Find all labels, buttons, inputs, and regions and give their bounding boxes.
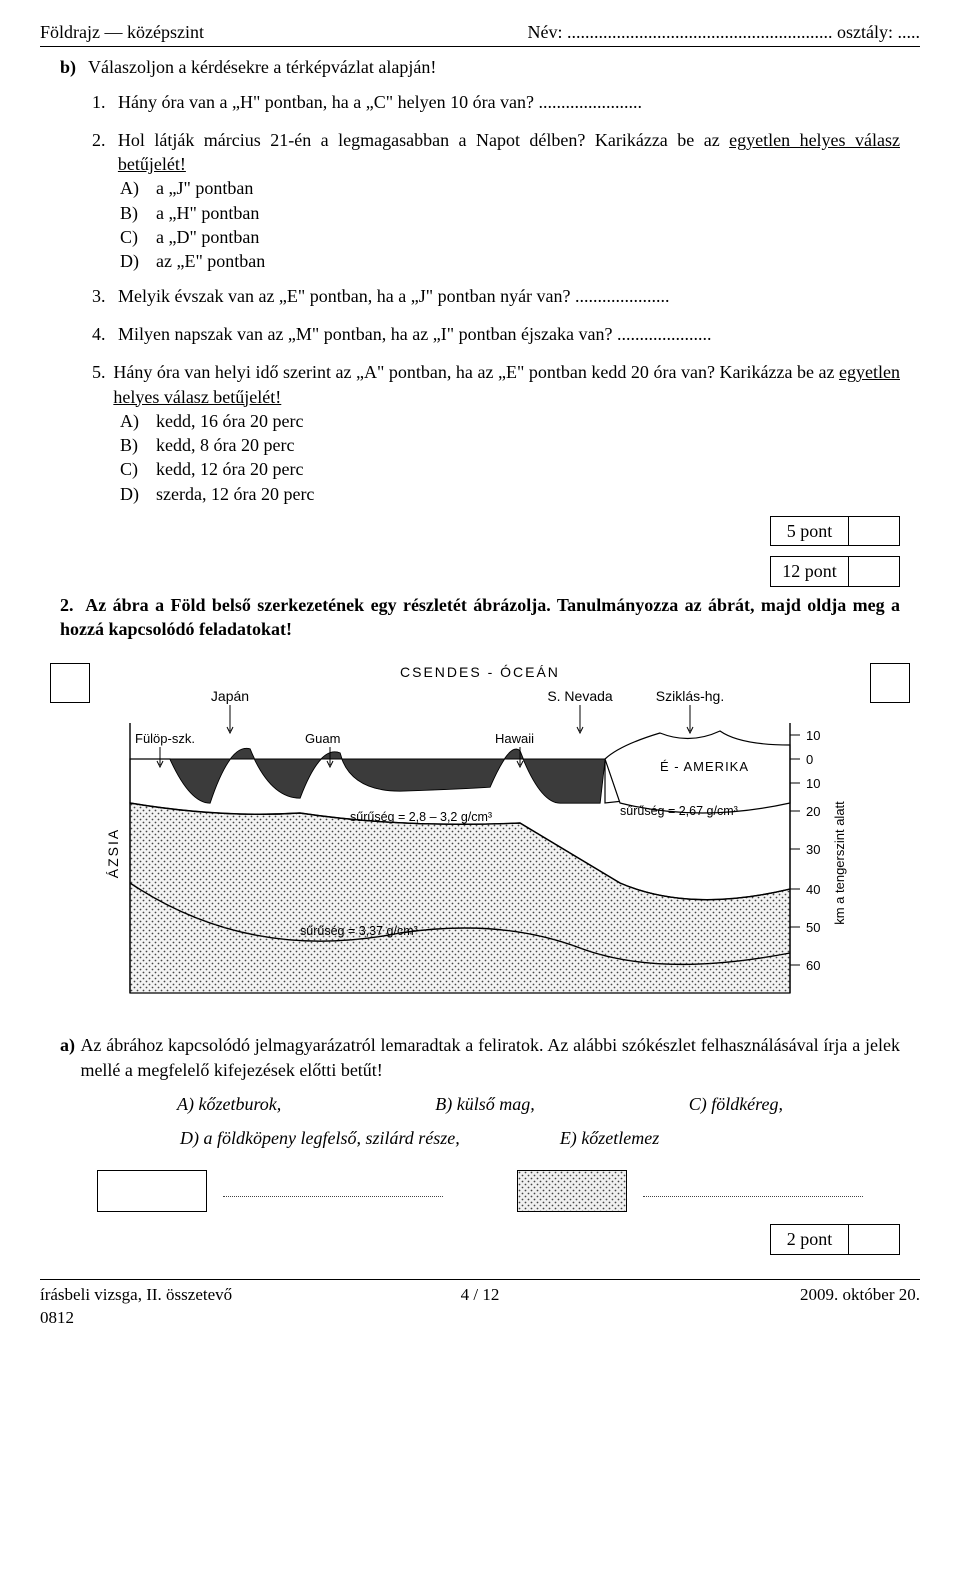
svg-text:10: 10 bbox=[806, 776, 820, 791]
q3-answer-dots[interactable]: ..................... bbox=[575, 286, 670, 306]
q5-opt-c[interactable]: C)kedd, 12 óra 20 perc bbox=[120, 457, 900, 481]
task2a-tag: a) bbox=[60, 1033, 80, 1082]
q3-text: Melyik évszak van az „E" pontban, ha a „… bbox=[118, 286, 571, 306]
q4-number: 4. bbox=[92, 322, 118, 346]
answer-box-left[interactable] bbox=[50, 663, 90, 703]
task2-num: 2. bbox=[60, 595, 74, 615]
footer-left-1: írásbeli vizsga, II. összetevő bbox=[40, 1284, 333, 1307]
section-b-text: Válaszoljon a kérdésekre a térképvázlat … bbox=[88, 55, 436, 79]
svg-text:Sziklás-hg.: Sziklás-hg. bbox=[656, 688, 724, 704]
legend-swatches bbox=[60, 1170, 900, 1212]
q5-number: 5. bbox=[92, 360, 113, 409]
svg-text:Fülöp-szk.: Fülöp-szk. bbox=[135, 731, 195, 746]
name-dots[interactable]: ........................................… bbox=[567, 22, 833, 42]
q5-opt-d[interactable]: D)szerda, 12 óra 20 perc bbox=[120, 482, 900, 506]
answer-box-right[interactable] bbox=[870, 663, 910, 703]
question-3: 3. Melyik évszak van az „E" pontban, ha … bbox=[92, 284, 900, 308]
footer-rule bbox=[40, 1279, 920, 1280]
legend-a: A) kőzetburok, bbox=[177, 1092, 281, 1116]
legend-e: E) kőzetlemez bbox=[560, 1126, 659, 1150]
name-label: Név: bbox=[528, 22, 563, 42]
question-5: 5. Hány óra van helyi idő szerint az „A"… bbox=[92, 360, 900, 409]
points-12-box: 12 pont bbox=[770, 556, 900, 586]
svg-text:50: 50 bbox=[806, 920, 820, 935]
q1-text: Hány óra van a „H" pontban, ha a „C" hel… bbox=[118, 92, 534, 112]
q5-text: Hány óra van helyi idő szerint az „A" po… bbox=[113, 362, 839, 382]
svg-text:10: 10 bbox=[806, 728, 820, 743]
task2a-text: Az ábrához kapcsolódó jelmagyarázatról l… bbox=[80, 1033, 900, 1082]
svg-text:sűrűség = 2,67 g/cm³: sűrűség = 2,67 g/cm³ bbox=[620, 804, 738, 818]
swatch-dotted-answer[interactable] bbox=[643, 1185, 863, 1197]
svg-text:Hawaii: Hawaii bbox=[495, 731, 534, 746]
svg-text:sűrűség = 3,37 g/cm³: sűrűség = 3,37 g/cm³ bbox=[300, 924, 418, 938]
swatch-dotted bbox=[517, 1170, 627, 1212]
q2-opt-c[interactable]: C)a „D" pontban bbox=[120, 225, 900, 249]
svg-text:km a tengerszint alatt: km a tengerszint alatt bbox=[832, 801, 847, 925]
points-12-value[interactable] bbox=[849, 557, 899, 585]
svg-text:0: 0 bbox=[806, 752, 813, 767]
q5-opt-a[interactable]: A)kedd, 16 óra 20 perc bbox=[120, 409, 900, 433]
legend-b: B) külső mag, bbox=[435, 1092, 535, 1116]
points-2-label: 2 pont bbox=[771, 1225, 849, 1253]
points-12-label: 12 pont bbox=[771, 557, 849, 585]
q5-opt-b[interactable]: B)kedd, 8 óra 20 perc bbox=[120, 433, 900, 457]
q2-opt-b[interactable]: B)a „H" pontban bbox=[120, 201, 900, 225]
class-dots[interactable]: ..... bbox=[898, 22, 921, 42]
svg-text:CSENDES - ÓCEÁN: CSENDES - ÓCEÁN bbox=[400, 664, 560, 680]
task2-title: Az ábra a Föld belső szerkezetének egy r… bbox=[60, 595, 900, 639]
q1-number: 1. bbox=[92, 90, 118, 114]
svg-text:É - AMERIKA: É - AMERIKA bbox=[660, 759, 749, 774]
header-rule bbox=[40, 46, 920, 47]
q2-number: 2. bbox=[92, 128, 118, 177]
legend-row-2: D) a földköpeny legfelső, szilárd része,… bbox=[180, 1126, 860, 1150]
svg-text:20: 20 bbox=[806, 804, 820, 819]
legend-d: D) a földköpeny legfelső, szilárd része, bbox=[180, 1126, 460, 1150]
legend-row-1: A) kőzetburok, B) külső mag, C) földkére… bbox=[100, 1092, 860, 1116]
svg-text:Japán: Japán bbox=[211, 688, 249, 704]
cross-section-svg: 10 0 10 20 30 40 50 60 km a tengerszint alatt ÁZS… bbox=[100, 653, 860, 1013]
legend-c: C) földkéreg, bbox=[689, 1092, 783, 1116]
q2-options: A)a „J" pontban B)a „H" pontban C)a „D" … bbox=[120, 176, 900, 273]
q1-answer-dots[interactable]: ....................... bbox=[539, 92, 643, 112]
svg-text:40: 40 bbox=[806, 882, 820, 897]
section-b-intro: b) Válaszoljon a kérdésekre a térképvázl… bbox=[60, 55, 900, 79]
question-1: 1. Hány óra van a „H" pontban, ha a „C" … bbox=[92, 90, 900, 114]
swatch-white bbox=[97, 1170, 207, 1212]
task2-heading: 2. Az ábra a Föld belső szerkezetének eg… bbox=[60, 593, 900, 642]
footer-page: 4 / 12 bbox=[333, 1284, 626, 1330]
earth-cross-section-diagram: 10 0 10 20 30 40 50 60 km a tengerszint alatt ÁZS… bbox=[60, 653, 900, 1013]
footer-left-2: 0812 bbox=[40, 1307, 333, 1330]
page-header: Földrajz — középszint Név: .............… bbox=[40, 20, 920, 44]
q3-number: 3. bbox=[92, 284, 118, 308]
q2-text: Hol látják március 21-én a legmagasabban… bbox=[118, 130, 729, 150]
svg-text:S. Nevada: S. Nevada bbox=[547, 688, 613, 704]
task2a: a) Az ábrához kapcsolódó jelmagyarázatró… bbox=[60, 1033, 900, 1082]
points-2-box: 2 pont bbox=[770, 1224, 900, 1254]
class-label: osztály: bbox=[837, 22, 893, 42]
question-4: 4. Milyen napszak van az „M" pontban, ha… bbox=[92, 322, 900, 346]
svg-text:60: 60 bbox=[806, 958, 820, 973]
points-2-value[interactable] bbox=[849, 1225, 899, 1253]
svg-text:Guam: Guam bbox=[305, 731, 340, 746]
svg-text:ÁZSIA: ÁZSIA bbox=[105, 828, 121, 878]
q4-text: Milyen napszak van az „M" pontban, ha az… bbox=[118, 324, 613, 344]
swatch-white-answer[interactable] bbox=[223, 1185, 443, 1197]
q5-options: A)kedd, 16 óra 20 perc B)kedd, 8 óra 20 … bbox=[120, 409, 900, 506]
q4-answer-dots[interactable]: ..................... bbox=[617, 324, 712, 344]
q2-opt-a[interactable]: A)a „J" pontban bbox=[120, 176, 900, 200]
question-2: 2. Hol látják március 21-én a legmagasab… bbox=[92, 128, 900, 177]
svg-text:sűrűség = 2,8 – 3,2 g/cm³: sűrűség = 2,8 – 3,2 g/cm³ bbox=[350, 810, 492, 824]
svg-text:30: 30 bbox=[806, 842, 820, 857]
q2-opt-d[interactable]: D)az „E" pontban bbox=[120, 249, 900, 273]
section-b-tag: b) bbox=[60, 55, 88, 79]
points-5-label: 5 pont bbox=[771, 517, 849, 545]
footer-date: 2009. október 20. bbox=[627, 1284, 920, 1330]
points-5-value[interactable] bbox=[849, 517, 899, 545]
points-5-box: 5 pont bbox=[770, 516, 900, 546]
subject-label: Földrajz — középszint bbox=[40, 20, 204, 44]
name-class: Név: ...................................… bbox=[528, 20, 921, 44]
page-footer: írásbeli vizsga, II. összetevő 0812 4 / … bbox=[40, 1284, 920, 1330]
